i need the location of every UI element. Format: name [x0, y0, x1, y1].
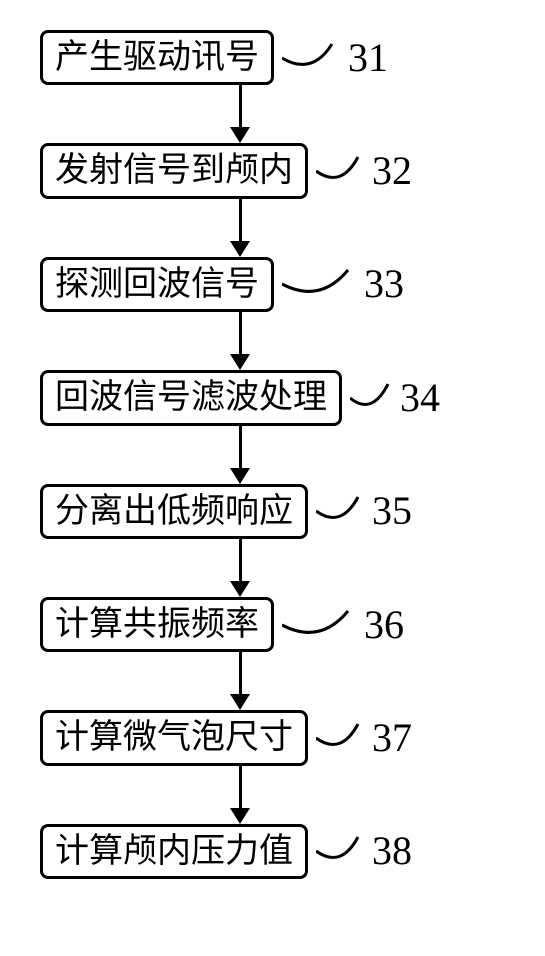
flow-step: 产生驱动讯号 31	[40, 30, 440, 85]
flow-arrow	[230, 85, 250, 143]
flow-step: 探测回波信号 33	[40, 257, 440, 312]
flow-label: 31	[348, 38, 388, 78]
flow-node: 计算微气泡尺寸	[40, 710, 308, 765]
flow-node: 探测回波信号	[40, 257, 274, 312]
flow-step: 计算颅内压力值 38	[40, 824, 440, 879]
flow-label: 38	[372, 831, 412, 871]
flow-node: 计算颅内压力值	[40, 824, 308, 879]
label-connector	[282, 262, 368, 306]
flowchart-container: 产生驱动讯号 31 发射信号到颅内 32 探测回波信号	[40, 30, 440, 879]
flow-step: 计算共振频率 36	[40, 597, 440, 652]
flow-node: 计算共振频率	[40, 597, 274, 652]
flow-arrow	[230, 652, 250, 710]
label-connector	[316, 716, 376, 760]
flow-label: 32	[372, 151, 412, 191]
flow-node: 分离出低频响应	[40, 484, 308, 539]
flow-arrow	[230, 426, 250, 484]
label-connector	[350, 376, 404, 420]
flow-step: 计算微气泡尺寸 37	[40, 710, 440, 765]
flow-arrow	[230, 539, 250, 597]
label-connector	[316, 149, 376, 193]
flow-arrow	[230, 199, 250, 257]
flow-label: 33	[364, 264, 404, 304]
flow-label: 37	[372, 718, 412, 758]
flow-label: 36	[364, 605, 404, 645]
label-connector	[282, 603, 368, 647]
label-connector	[316, 489, 376, 533]
flow-step: 发射信号到颅内 32	[40, 143, 440, 198]
label-connector	[282, 36, 352, 80]
flow-node: 发射信号到颅内	[40, 143, 308, 198]
flow-step: 回波信号滤波处理 34	[40, 370, 440, 425]
label-connector	[316, 829, 376, 873]
flow-step: 分离出低频响应 35	[40, 484, 440, 539]
flow-node: 产生驱动讯号	[40, 30, 274, 85]
flow-label: 35	[372, 491, 412, 531]
flow-arrow	[230, 766, 250, 824]
flow-arrow	[230, 312, 250, 370]
flow-label: 34	[400, 378, 440, 418]
flow-node: 回波信号滤波处理	[40, 370, 342, 425]
